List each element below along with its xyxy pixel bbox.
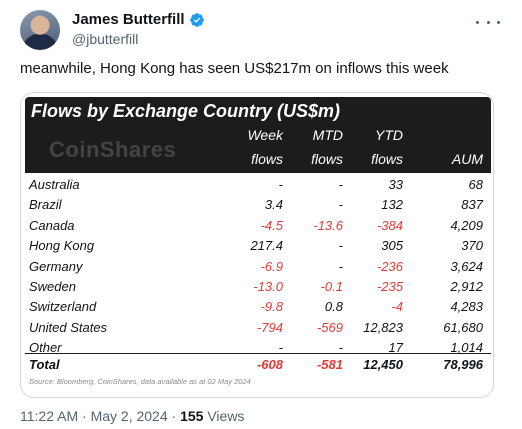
header-ytd-flows: flows <box>371 151 403 167</box>
table-row-total: Total -608 -581 12,450 78,996 <box>25 355 491 375</box>
cell-ytd: 17 <box>388 340 403 356</box>
source-note: Source: Bloomberg, CoinShares, data avai… <box>29 377 251 386</box>
header-week-flows: flows <box>251 151 283 167</box>
cell-country: Other <box>29 340 62 356</box>
cell-week: -608 <box>256 357 283 372</box>
cell-mtd: - <box>338 340 343 356</box>
table-title: Flows by Exchange Country (US$m) <box>31 101 341 121</box>
cell-ytd: 33 <box>388 177 403 192</box>
author-name[interactable]: James Butterfill <box>72 11 185 28</box>
cell-country: Canada <box>29 217 75 233</box>
cell-aum: 1,014 <box>450 340 483 356</box>
cell-ytd: 132 <box>381 197 403 213</box>
cell-aum: 61,680 <box>443 319 483 335</box>
table-row: United States -794 -569 12,823 61,680 <box>25 318 491 338</box>
cell-week: -4.5 <box>260 217 283 233</box>
cell-ytd: -4 <box>391 299 403 315</box>
cell-country: Switzerland <box>29 299 97 315</box>
meta-separator: · <box>82 408 91 424</box>
table-row: Brazil 3.4 - 132 837 <box>25 195 491 215</box>
coinshares-logo: CoinShares <box>49 137 177 162</box>
cell-country: Total <box>29 357 60 372</box>
cell-ytd: -236 <box>376 258 403 274</box>
cell-country: Brazil <box>29 197 62 213</box>
cell-country: Hong Kong <box>29 238 95 254</box>
cell-week: 217.4 <box>250 238 283 254</box>
cell-country: Germany <box>29 258 83 274</box>
verified-badge-icon <box>189 12 204 27</box>
cell-week: 3.4 <box>264 197 283 213</box>
header-aum: AUM <box>451 151 483 167</box>
author-handle[interactable]: @jbutterfill <box>72 31 139 47</box>
table-row: Germany -6.9 - -236 3,624 <box>25 257 491 277</box>
cell-week: -13.0 <box>253 279 283 294</box>
cell-aum: 4,209 <box>450 217 483 233</box>
cell-ytd: 12,450 <box>363 357 403 372</box>
cell-mtd: 0.8 <box>324 299 343 315</box>
tweet-image[interactable]: Flows by Exchange Country (US$m) CoinSha… <box>20 92 494 398</box>
tweet-meta: 11:22 AM · May 2, 2024 · 155 Views <box>20 408 244 424</box>
cell-ytd: 305 <box>381 238 403 254</box>
header-mtd: MTD <box>312 127 343 143</box>
cell-ytd: -384 <box>376 217 403 233</box>
table-header-banner: Flows by Exchange Country (US$m) CoinSha… <box>25 97 491 173</box>
cell-aum: 78,996 <box>443 357 483 372</box>
tweet-text: meanwhile, Hong Kong has seen US$217m on… <box>20 60 449 77</box>
avatar[interactable] <box>20 10 60 50</box>
header-week: Week <box>247 127 283 143</box>
author-name-row: James Butterfill <box>72 11 205 28</box>
cell-aum: 4,283 <box>450 299 483 315</box>
views-count: 155 <box>180 408 204 424</box>
cell-mtd: - <box>338 238 343 254</box>
cell-country: Sweden <box>29 279 76 294</box>
cell-aum: 837 <box>461 197 483 213</box>
cell-aum: 370 <box>461 238 483 254</box>
total-divider <box>25 353 491 354</box>
cell-week: -794 <box>256 319 283 335</box>
cell-aum: 68 <box>468 177 483 192</box>
cell-mtd: - <box>338 197 343 213</box>
table-row: Hong Kong 217.4 - 305 370 <box>25 236 491 256</box>
cell-mtd: -13.6 <box>313 217 343 233</box>
cell-mtd: -0.1 <box>320 279 343 294</box>
cell-week: - <box>278 177 283 192</box>
cell-mtd: - <box>338 258 343 274</box>
header-ytd: YTD <box>375 127 403 143</box>
cell-mtd: - <box>338 177 343 192</box>
table-row: Other - - 17 1,014 <box>25 338 491 358</box>
more-options-icon[interactable] <box>476 14 500 30</box>
cell-week: -9.8 <box>260 299 283 315</box>
header-mtd-flows: flows <box>311 151 343 167</box>
cell-country: Australia <box>29 177 80 192</box>
cell-country: United States <box>29 319 108 335</box>
cell-mtd: -569 <box>316 319 343 335</box>
tweet-date[interactable]: May 2, 2024 <box>90 408 168 424</box>
views-label: Views <box>207 408 245 424</box>
table-row: Canada -4.5 -13.6 -384 4,209 <box>25 216 491 236</box>
table-row: Sweden -13.0 -0.1 -235 2,912 <box>25 277 491 297</box>
cell-week: -6.9 <box>260 258 283 274</box>
cell-mtd: -581 <box>316 357 343 372</box>
tweet-time[interactable]: 11:22 AM <box>20 408 79 424</box>
flows-table: Flows by Exchange Country (US$m) CoinSha… <box>25 97 491 389</box>
meta-separator: · <box>171 408 181 424</box>
cell-ytd: -235 <box>376 279 403 294</box>
cell-week: - <box>278 340 283 356</box>
table-row: Switzerland -9.8 0.8 -4 4,283 <box>25 297 491 317</box>
cell-aum: 3,624 <box>450 258 483 274</box>
table-row: Australia - - 33 68 <box>25 175 491 195</box>
cell-aum: 2,912 <box>450 279 483 294</box>
cell-ytd: 12,823 <box>363 319 403 335</box>
